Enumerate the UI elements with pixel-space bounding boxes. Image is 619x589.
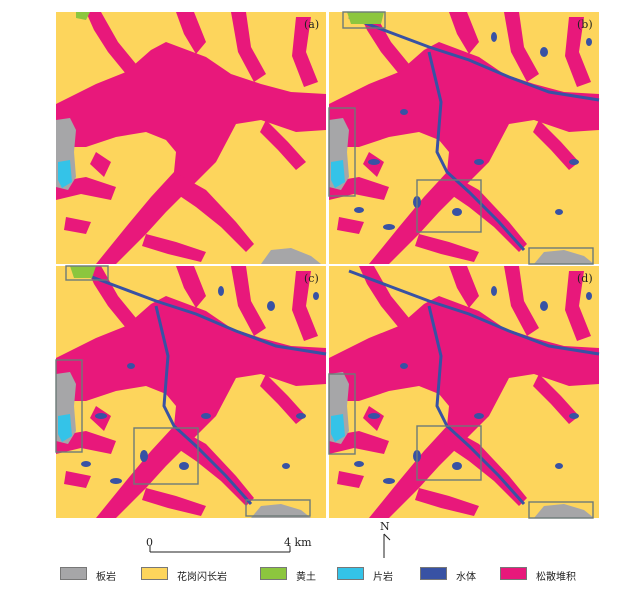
- panel-label-a: (a): [304, 18, 319, 31]
- highlight-box: [528, 501, 594, 519]
- scale-start-label: 0: [146, 536, 153, 549]
- map-panel-d: (d): [328, 266, 601, 519]
- panel-label-c: (c): [304, 272, 319, 285]
- legend-swatch-schist: [337, 567, 364, 580]
- scale-end-label: 4 km: [284, 536, 312, 549]
- legend-label-schist: 片岩: [373, 572, 393, 583]
- north-label: N: [380, 520, 390, 533]
- legend-label-granodiorite: 花岗闪长岩: [177, 572, 227, 583]
- panel-label-b: (b): [577, 18, 593, 31]
- legend-swatch-granodiorite: [141, 567, 168, 580]
- highlight-box: [416, 179, 482, 233]
- map-panel-c: (c): [55, 265, 328, 518]
- legend-swatch-loess: [260, 567, 287, 580]
- highlight-box: [55, 359, 83, 453]
- north-arrow-icon: N: [380, 520, 391, 558]
- legend-swatch-loose-deposit: [500, 567, 527, 580]
- highlight-box: [342, 11, 386, 29]
- highlight-box: [65, 265, 109, 281]
- legend-label-loose-deposit: 松散堆积: [536, 572, 576, 583]
- highlight-box: [245, 499, 311, 517]
- highlight-box: [328, 107, 356, 197]
- map-panel-b: (b): [328, 11, 601, 265]
- legend-label-loess: 黄土: [296, 572, 316, 583]
- legend-swatch-water: [420, 567, 447, 580]
- map-panel-a: (a): [56, 12, 326, 264]
- legend-label-slate: 板岩: [96, 572, 116, 583]
- panel-label-d: (d): [577, 272, 593, 285]
- legend-swatch-slate: [60, 567, 87, 580]
- highlight-box: [528, 247, 594, 265]
- scale-bar: 0 4 km: [146, 536, 312, 553]
- legend-label-water: 水体: [456, 572, 476, 583]
- highlight-box: [133, 427, 199, 485]
- highlight-box: [328, 373, 356, 455]
- highlight-box: [416, 425, 482, 481]
